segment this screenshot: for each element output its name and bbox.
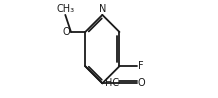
Text: CH₃: CH₃ bbox=[56, 4, 74, 14]
Text: HC: HC bbox=[105, 78, 119, 88]
Text: O: O bbox=[138, 78, 145, 88]
Text: O: O bbox=[63, 27, 70, 37]
Text: N: N bbox=[99, 4, 106, 14]
Text: F: F bbox=[138, 61, 143, 71]
